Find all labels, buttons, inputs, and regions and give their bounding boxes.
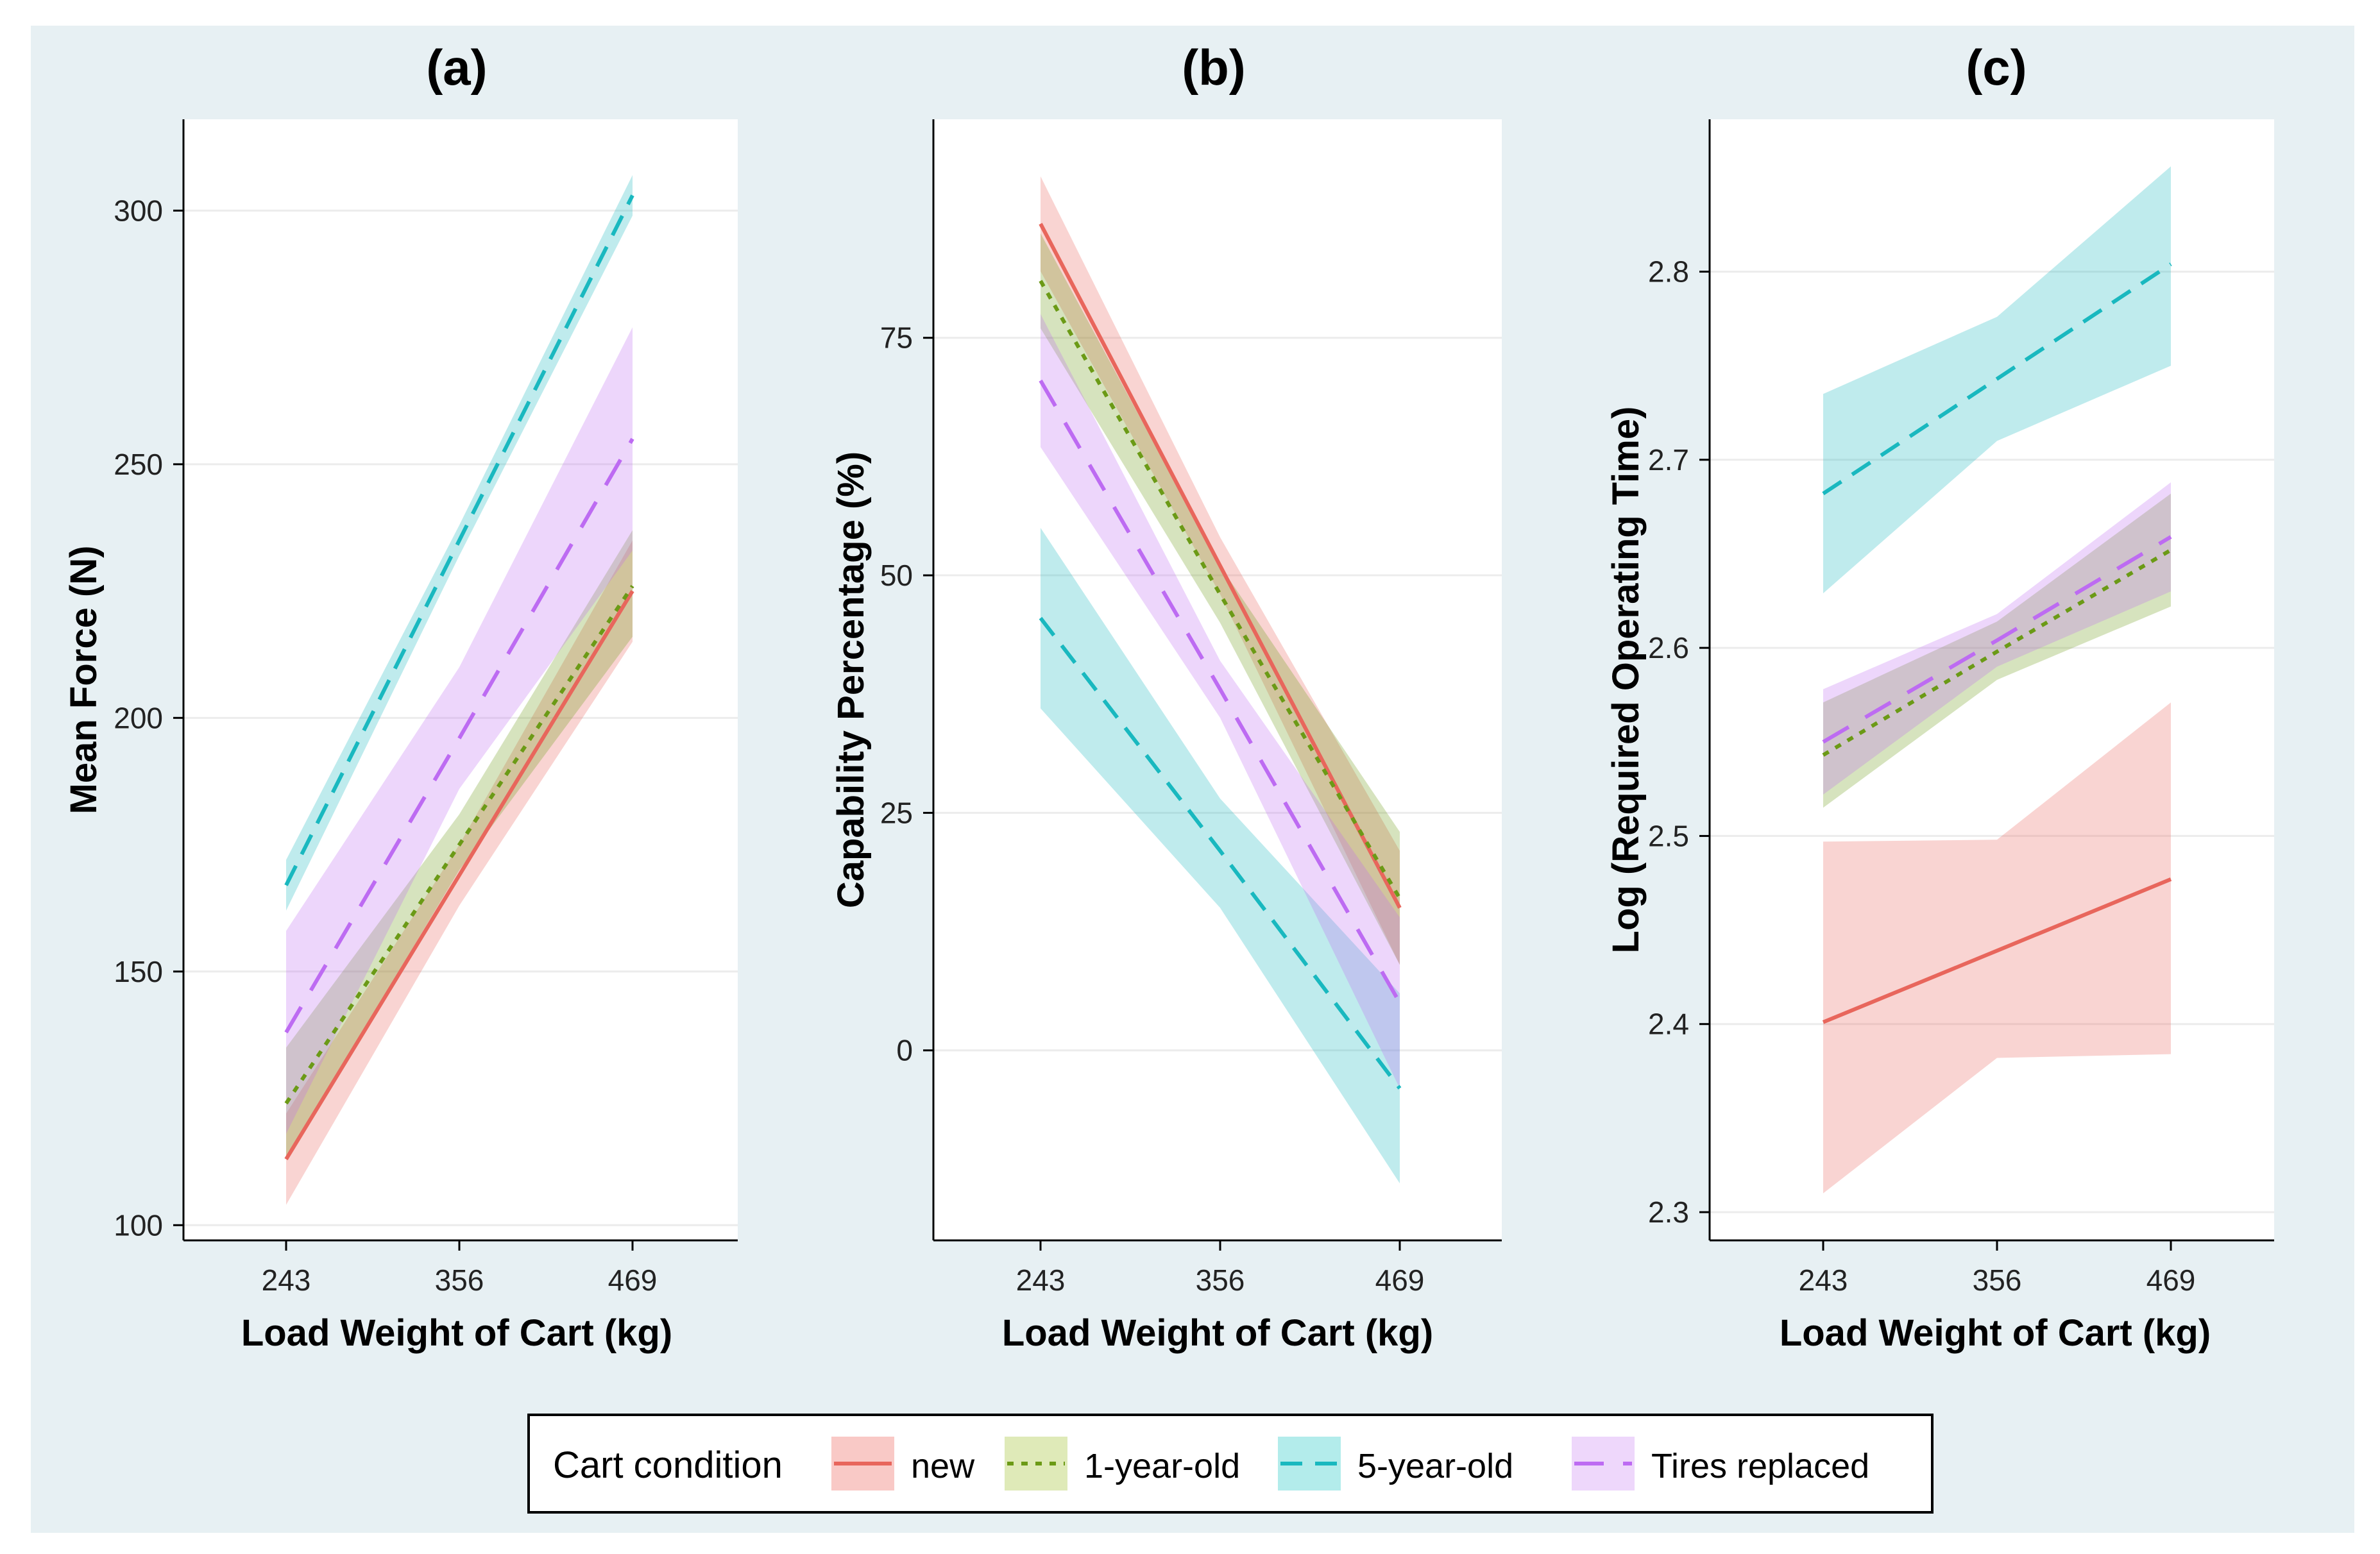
y-tick-label: 2.3 [1648, 1195, 1689, 1229]
confidence-band-new [1823, 702, 2171, 1194]
y-tick-label: 0 [896, 1034, 913, 1067]
y-tick-label: 2.4 [1648, 1008, 1689, 1041]
panel-label: (b) [1182, 39, 1246, 96]
plot-area [183, 119, 738, 1240]
x-tick-label: 243 [1799, 1263, 1848, 1297]
legend-label: Tires replaced [1651, 1447, 1869, 1485]
x-tick-label: 356 [1973, 1263, 2022, 1297]
series-line-tires-replaced [1822, 535, 2172, 744]
x-tick-label: 356 [1196, 1263, 1245, 1297]
legend-item-5-year-old: 5-year-old [1278, 1437, 1513, 1491]
confidence-band-tires-replaced [286, 327, 633, 1134]
confidence-band-new [1041, 176, 1400, 965]
confidence-band-1-year-old [1041, 233, 1400, 965]
series-line-tires-replaced [284, 437, 634, 1034]
x-tick-label: 469 [608, 1263, 658, 1297]
plot-area [933, 119, 1502, 1240]
y-tick-label: 200 [114, 701, 163, 734]
x-tick-label: 243 [1016, 1263, 1066, 1297]
y-tick-label: 300 [114, 194, 163, 227]
y-tick-label: 100 [114, 1208, 163, 1242]
legend-item-new: new [831, 1437, 975, 1491]
y-tick-label: 2.6 [1648, 631, 1689, 664]
legend-label: new [911, 1447, 975, 1485]
series-line-1-year-old [1039, 280, 1402, 900]
y-tick-label: 75 [880, 321, 913, 355]
legend: Cart condition new 1-year-old 5-year-old Ti… [527, 1414, 1934, 1514]
x-tick-label: 469 [1375, 1263, 1425, 1297]
confidence-band-tires-replaced [1041, 314, 1400, 1088]
series-line-5-year-old [1822, 262, 2172, 496]
series-line-5-year-old [284, 194, 634, 886]
legend-item-tires-replaced: Tires replaced [1572, 1437, 1869, 1491]
panel-label: (a) [426, 39, 487, 96]
legend-label: 1-year-old [1084, 1447, 1240, 1485]
x-axis-label: Load Weight of Cart (kg) [1002, 1312, 1433, 1354]
legend-title: Cart condition [553, 1444, 783, 1486]
legend-item-1-year-old: 1-year-old [1005, 1437, 1240, 1491]
y-tick-label: 2.7 [1648, 443, 1689, 477]
y-axis-label: Mean Force (N) [63, 546, 105, 815]
legend-box [527, 1414, 1934, 1514]
x-axis-label: Load Weight of Cart (kg) [1780, 1312, 2211, 1354]
y-tick-label: 2.5 [1648, 819, 1689, 852]
x-tick-label: 243 [262, 1263, 311, 1297]
y-tick-label: 250 [114, 448, 163, 481]
series-line-1-year-old [284, 585, 634, 1105]
panel-b: (b) 0 25 50 75 243 356 469 Load Weight of Car… [830, 39, 1502, 1354]
series-line-5-year-old [1039, 616, 1402, 1090]
panel-c: (c) 2.3 2.4 2.5 2.6 2.7 2.8 243 356 469 Load We… [1605, 39, 2274, 1354]
confidence-band-5-year-old [1041, 527, 1400, 1184]
x-axis-label: Load Weight of Cart (kg) [241, 1312, 672, 1354]
panel-label: (c) [1966, 39, 2027, 96]
confidence-band-5-year-old [1823, 166, 2171, 594]
legend-label: 5-year-old [1357, 1447, 1513, 1485]
y-axis-label: Log (Required Operating Time) [1605, 407, 1647, 954]
x-tick-label: 356 [435, 1263, 484, 1297]
y-tick-label: 2.8 [1648, 255, 1689, 289]
series-line-tires-replaced [1039, 379, 1402, 1004]
y-tick-label: 50 [880, 559, 913, 592]
plot-area [1710, 119, 2274, 1240]
panel-a: (a) 100 150 200 250 300 243 356 469 Load Weigh… [63, 39, 738, 1354]
y-tick-label: 25 [880, 796, 913, 829]
y-tick-label: 150 [114, 955, 163, 988]
x-tick-label: 469 [2146, 1263, 2196, 1297]
y-axis-label: Capability Percentage (%) [830, 452, 872, 908]
series-line-new [284, 590, 634, 1161]
series-line-1-year-old [1822, 548, 2172, 757]
series-line-new [1822, 877, 2172, 1024]
